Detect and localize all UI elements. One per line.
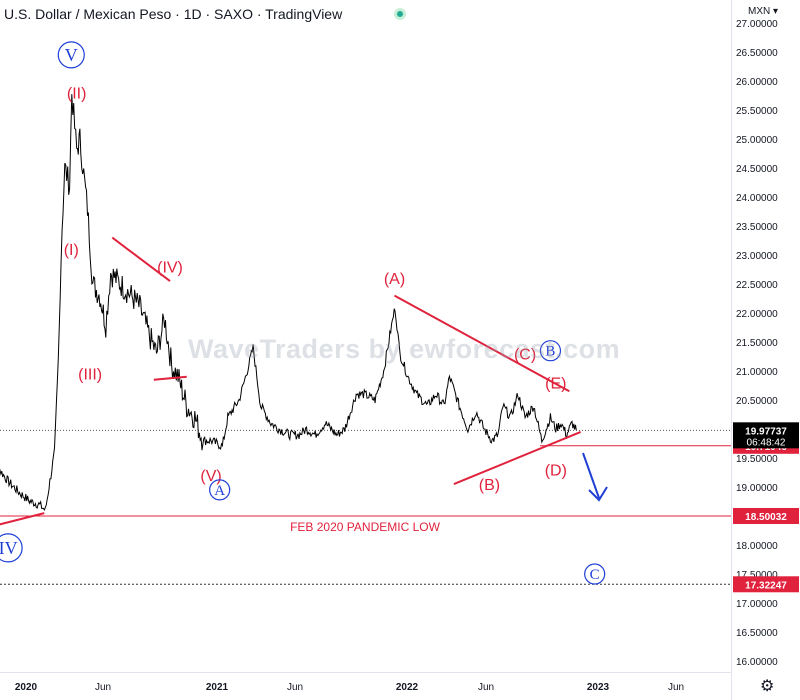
wave-label-blue: IV: [0, 538, 18, 558]
y-tick-label: 17.00000: [736, 599, 778, 610]
level-tag-bg: [733, 507, 799, 524]
wave-label-red: (A): [384, 271, 405, 288]
last-price-tag-bg: [733, 422, 799, 449]
y-tick-label: 27.00000: [736, 19, 778, 30]
y-tick-label: 22.00000: [736, 309, 778, 320]
x-tick-label: 2022: [396, 682, 419, 693]
wave-label-red: (D): [545, 462, 567, 479]
wave-label-blue: V: [65, 45, 78, 65]
trend-line[interactable]: [0, 512, 45, 528]
live-status-dot: [394, 8, 406, 20]
y-tick-label: 26.50000: [736, 48, 778, 59]
wave-label-red: (IV): [157, 259, 183, 276]
level-tag-label: 17.32247: [745, 580, 787, 591]
wave-label-red: (I): [64, 242, 79, 259]
x-tick-label: 2021: [206, 682, 229, 693]
wave-circle-blue: [209, 479, 231, 501]
chevron-down-icon: ▾: [773, 6, 779, 17]
y-tick-label: 26.00000: [736, 77, 778, 88]
y-tick-label: 24.50000: [736, 164, 778, 175]
wave-label-red: (III): [78, 367, 102, 384]
y-tick-label: 23.50000: [736, 222, 778, 233]
x-tick-label: Jun: [478, 682, 494, 693]
y-tick-label: 23.00000: [736, 251, 778, 262]
y-tick-label: 21.50000: [736, 338, 778, 349]
watermark: WaveTraders by ewforecast.com: [188, 334, 621, 364]
wave-label-red: (E): [545, 375, 566, 392]
level-tag-label: 18.50032: [745, 512, 787, 523]
wave-label-blue: C: [590, 567, 600, 583]
chart-title: U.S. Dollar / Mexican Peso · 1D · SAXO ·…: [4, 6, 343, 22]
x-tick-label: Jun: [95, 682, 111, 693]
wave-circle-blue: [0, 533, 23, 563]
wave-label-red: (II): [67, 85, 87, 102]
y-tick-label: 25.50000: [736, 106, 778, 117]
y-tick-label: 22.50000: [736, 280, 778, 291]
trend-line[interactable]: [153, 375, 187, 381]
wave-circle-blue: [57, 41, 85, 69]
wave-circle-blue: [584, 563, 606, 585]
x-tick-label: 2020: [15, 682, 38, 693]
wave-label-blue: A: [214, 483, 225, 499]
wave-label-red: (B): [479, 477, 500, 494]
bar-countdown-label: 06:48:42: [747, 437, 786, 448]
y-tick-label: 16.00000: [736, 657, 778, 668]
wave-circle-blue: [539, 340, 562, 362]
gear-icon[interactable]: ⚙: [760, 678, 775, 695]
y-tick-label: 20.50000: [736, 396, 778, 407]
y-tick-label: 19.50000: [736, 454, 778, 465]
y-tick-label: 21.00000: [736, 367, 778, 378]
currency-label: MXN: [748, 6, 771, 17]
projection-arrow-head: [588, 486, 608, 502]
level-tag-bg: [733, 576, 799, 593]
y-tick-label: 17.50000: [736, 570, 778, 581]
currency-selector[interactable]: MXN ▾: [748, 6, 778, 17]
annotation-label: FEB 2020 PANDEMIC LOW: [290, 520, 440, 534]
last-price-label: 19.97737: [745, 426, 787, 437]
y-tick-label: 24.00000: [736, 193, 778, 204]
trend-line[interactable]: [111, 236, 171, 282]
y-tick-label: 18.00000: [736, 541, 778, 552]
y-tick-label: 25.00000: [736, 135, 778, 146]
x-tick-label: 2023: [587, 682, 610, 693]
y-tick-label: 19.00000: [736, 483, 778, 494]
projection-arrow: [582, 452, 600, 499]
price-series-line: [0, 94, 577, 511]
trend-line[interactable]: [453, 430, 582, 486]
y-tick-label: 16.50000: [736, 628, 778, 639]
wave-label-red: (C): [514, 346, 536, 363]
x-tick-label: Jun: [668, 682, 684, 693]
trend-line[interactable]: [394, 294, 570, 393]
x-tick-label: Jun: [287, 682, 303, 693]
wave-label-blue: B: [545, 344, 555, 360]
